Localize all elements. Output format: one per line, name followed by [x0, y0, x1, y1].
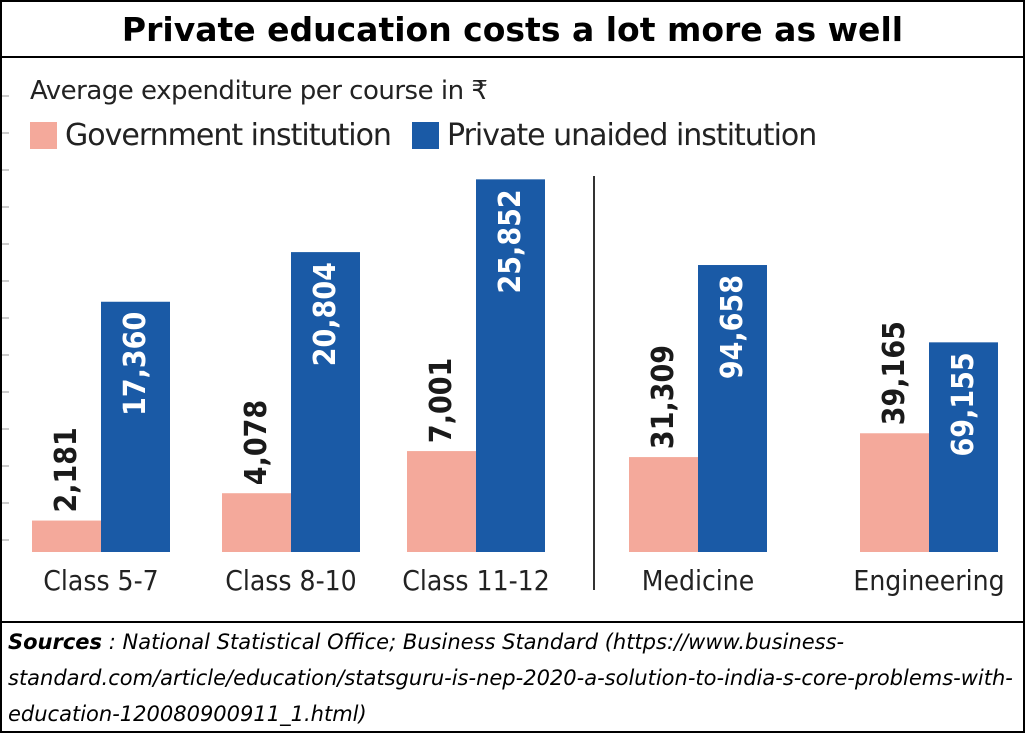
- legend-swatch-government: [30, 122, 57, 149]
- bar-private: [929, 342, 998, 552]
- category-label: Class 11-12: [402, 564, 549, 597]
- chart-subtitle: Average expenditure per course in ₹: [30, 76, 488, 106]
- legend-label-private: Private unaided institution: [447, 118, 817, 153]
- bar-chart: 2,181 17,360 Class 5-7 4,078 20,804 Class 8-1…: [2, 95, 1005, 597]
- bar-private: [698, 265, 767, 552]
- bar-private: [476, 179, 545, 552]
- bar-government: [222, 493, 291, 552]
- data-label: 20,804: [308, 262, 343, 366]
- category-label: Class 5-7: [43, 564, 158, 597]
- data-label: 39,165: [877, 321, 912, 425]
- legend-label-government: Government institution: [65, 118, 392, 153]
- sources-text: : National Statistical Office; Business …: [8, 630, 1013, 726]
- footer-divider: [2, 621, 1023, 623]
- data-label: 7,001: [424, 358, 459, 443]
- legend-swatch-private: [412, 122, 439, 149]
- chart-area: 2,181 17,360 Class 5-7 4,078 20,804 Class 8-1…: [2, 58, 1023, 621]
- data-label: 94,658: [715, 275, 750, 379]
- data-label: 25,852: [493, 189, 528, 293]
- chart-title: Private education costs a lot more as we…: [2, 2, 1023, 58]
- bar-government: [32, 520, 101, 552]
- bar-government: [407, 451, 476, 552]
- bar-private: [101, 301, 170, 552]
- data-label: 4,078: [239, 400, 274, 485]
- data-label: 69,155: [946, 352, 981, 456]
- category-label: Class 8-10: [225, 564, 356, 597]
- sources-label: Sources: [8, 630, 103, 654]
- data-label: 17,360: [118, 312, 153, 416]
- sources-note: Sources : National Statistical Office; B…: [8, 624, 1013, 732]
- data-label: 31,309: [646, 345, 681, 449]
- category-label: Engineering: [853, 564, 1004, 597]
- bar-government: [860, 433, 929, 552]
- bar-private: [291, 252, 360, 552]
- category-label: Medicine: [642, 564, 755, 597]
- data-label: 2,181: [49, 427, 84, 512]
- bar-government: [629, 457, 698, 552]
